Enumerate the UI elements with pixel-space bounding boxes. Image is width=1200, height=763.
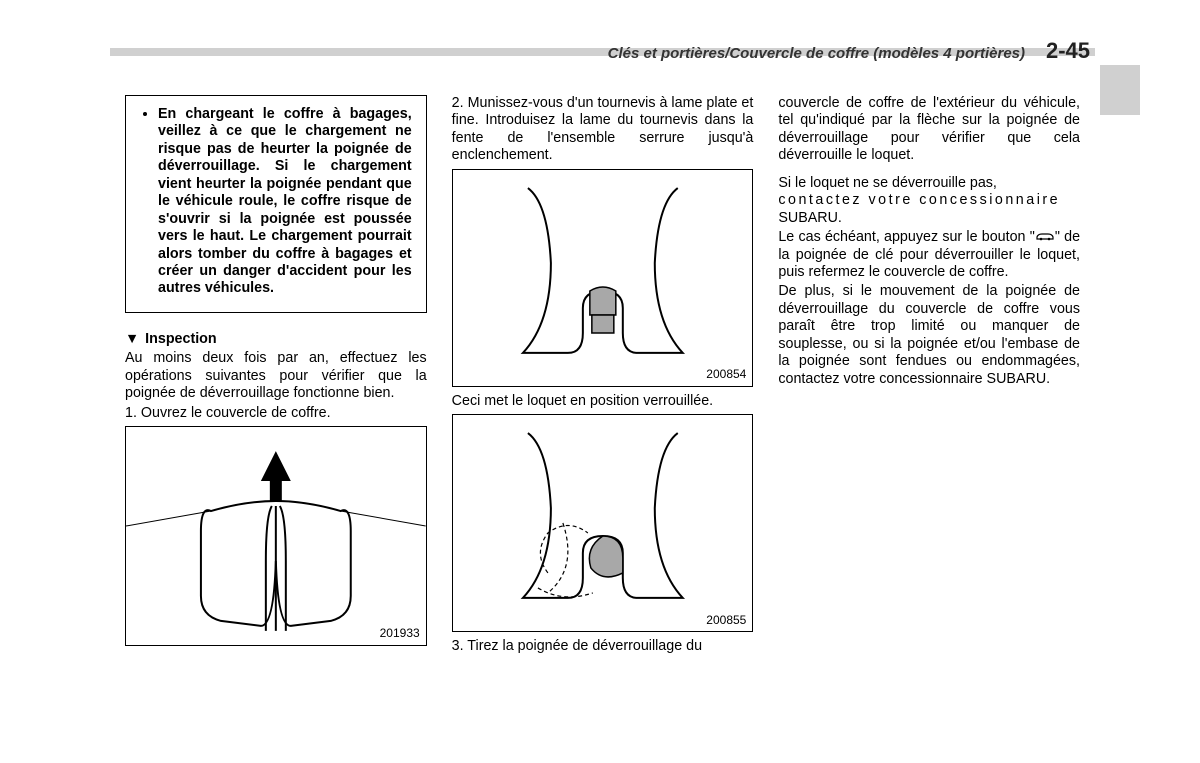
step-3: 3. Tirez la poignée de déverrouillage du — [452, 638, 754, 655]
trunk-handle-diagram — [126, 427, 426, 645]
column-1: En chargeant le coffre à bagages, veille… — [125, 95, 427, 658]
para-keyfob: Le cas échéant, appuyez sur le bouton ""… — [778, 229, 1080, 281]
page-tab — [1100, 65, 1140, 115]
inspection-label: Inspection — [145, 331, 217, 347]
para-damage: De plus, si le mouvement de la poignée d… — [778, 283, 1080, 388]
inspection-heading: ▼ Inspection — [125, 331, 427, 348]
figure-200854: 200854 — [452, 169, 754, 387]
figure-200855: 200855 — [452, 414, 754, 632]
figure-code: 200855 — [706, 613, 746, 628]
step-2: 2. Munissez-vous d'un tournevis à lame p… — [452, 95, 754, 165]
inspection-intro: Au moins deux fois par an, effectuez les… — [125, 350, 427, 402]
header-breadcrumb: Clés et portières/Couvercle de coffre (m… — [608, 45, 1025, 62]
caption-locked: Ceci met le loquet en position verrouill… — [452, 393, 754, 410]
page-number: 2-45 — [1046, 38, 1090, 64]
para-contact: Si le loquet ne se déverrouille pas, con… — [778, 175, 1080, 227]
triangle-icon: ▼ — [125, 331, 139, 347]
caution-text: En chargeant le coffre à bagages, veille… — [158, 106, 412, 298]
step-1: 1. Ouvrez le couvercle de coffre. — [125, 405, 427, 422]
column-3: couvercle de coffre de l'extérieur du vé… — [778, 95, 1080, 658]
car-icon — [1035, 232, 1055, 242]
latch-motion-diagram — [453, 415, 753, 631]
manual-page: Clés et portières/Couvercle de coffre (m… — [0, 0, 1200, 763]
figure-201933: 201933 — [125, 426, 427, 646]
content-columns: En chargeant le coffre à bagages, veille… — [125, 95, 1080, 658]
figure-code: 201933 — [380, 626, 420, 641]
figure-code: 200854 — [706, 367, 746, 382]
caution-box: En chargeant le coffre à bagages, veille… — [125, 95, 427, 313]
column-2: 2. Munissez-vous d'un tournevis à lame p… — [452, 95, 754, 658]
para-continue: couvercle de coffre de l'extérieur du vé… — [778, 95, 1080, 165]
latch-locked-diagram — [453, 170, 753, 386]
